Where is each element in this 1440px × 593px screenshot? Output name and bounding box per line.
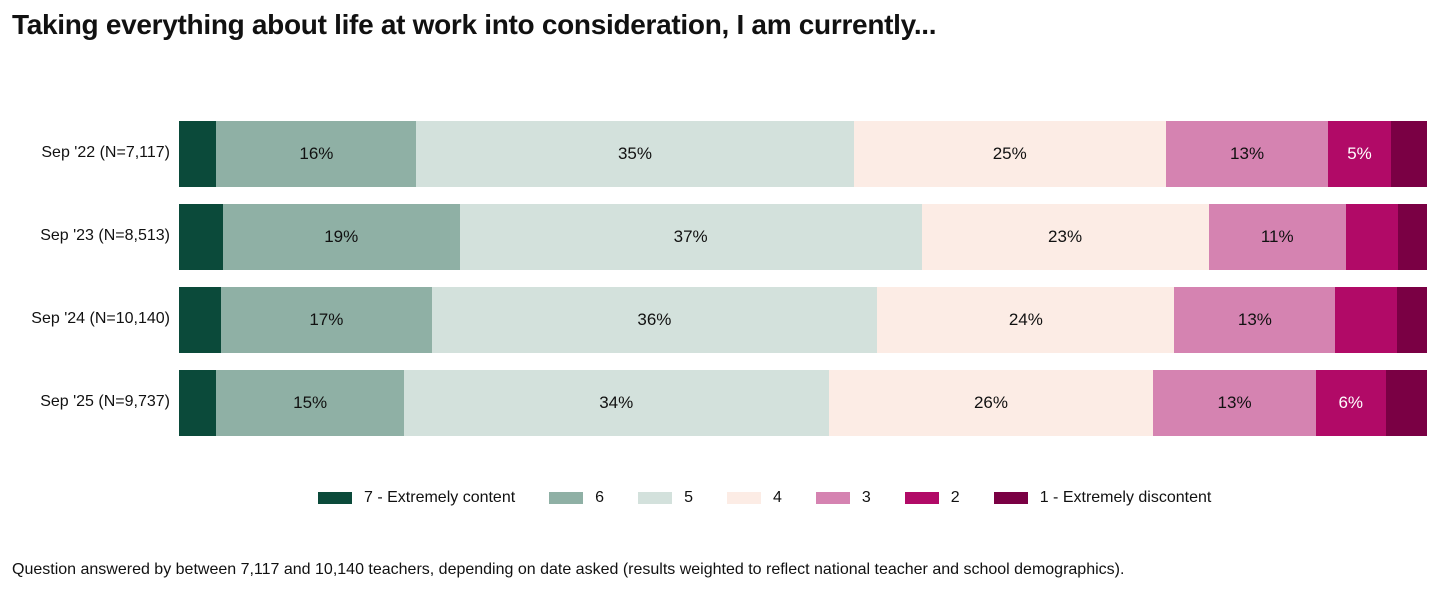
bar-segment: 34% [403, 370, 829, 436]
bar-segment: 15% [216, 370, 404, 436]
bar-segment: 17% [221, 287, 432, 353]
data-label: 24% [1008, 310, 1043, 329]
category-label: Sep '25 (N=9,737) [40, 393, 170, 410]
bar-segment: 16% [216, 121, 417, 187]
stacked-bar: 15% 34% 26% 13% 6% [179, 370, 1427, 436]
bar-segment [179, 121, 217, 187]
bar-segment: 37% [459, 204, 922, 270]
bar-segment: 5% [1328, 121, 1391, 187]
data-label: 13% [1230, 144, 1265, 163]
legend-item: 7 - Extremely content [318, 489, 515, 507]
legend-item: 2 [904, 489, 960, 507]
legend-label: 3 [861, 489, 871, 506]
chart-title: Taking everything about life at work int… [12, 9, 937, 40]
data-label: 25% [992, 144, 1027, 163]
bar-segment [179, 204, 223, 270]
legend-label: 1 - Extremely discontent [1039, 489, 1212, 506]
legend-label: 5 [684, 489, 693, 506]
bar-segment [1385, 370, 1427, 436]
data-label: 15% [293, 393, 328, 412]
category-label: Sep '23 (N=8,513) [40, 227, 170, 244]
stacked-bar: 16% 35% 25% 13% 5% [179, 121, 1427, 187]
legend-item: 4 [726, 489, 782, 507]
legend-label: 4 [772, 489, 782, 506]
bar-segment: 25% [853, 121, 1166, 187]
data-label: 19% [324, 227, 359, 246]
legend: 7 - Extremely content 6 5 4 3 2 1 - Extremely … [318, 489, 1211, 507]
bar-segment: 24% [877, 287, 1175, 353]
bar-segment: 11% [1208, 204, 1346, 270]
bar-segment [1390, 121, 1427, 187]
data-label: 35% [617, 144, 652, 163]
category-label: Sep '24 (N=10,140) [31, 310, 170, 327]
footnote: Question answered by between 7,117 and 1… [12, 561, 1125, 578]
legend-item: 5 [638, 489, 693, 507]
legend-item: 1 - Extremely discontent [993, 489, 1212, 507]
bar-segment: 13% [1153, 370, 1316, 436]
legend-label: 6 [595, 489, 605, 506]
legend-swatch [318, 492, 352, 504]
bar-segment: 19% [222, 204, 460, 270]
bar-segment: 13% [1174, 287, 1336, 353]
legend-item: 6 [549, 489, 604, 507]
bar-segment [1398, 204, 1427, 270]
legend-swatch [549, 492, 584, 504]
bar-segment [1345, 204, 1399, 270]
category-label: Sep '22 (N=7,117) [41, 144, 170, 161]
data-label: 5% [1347, 144, 1372, 163]
stacked-bar: 17% 36% 24% 13% [179, 287, 1427, 353]
legend-item: 3 [815, 489, 871, 507]
stacked-bar: 19% 37% 23% 11% [179, 204, 1427, 270]
data-label: 6% [1338, 393, 1364, 412]
bar-segment [179, 370, 217, 436]
bar-segment [179, 287, 222, 353]
data-label: 23% [1048, 227, 1083, 246]
data-label: 37% [673, 227, 708, 246]
legend-swatch [904, 492, 939, 504]
legend-label: 7 - Extremely content [364, 489, 516, 506]
data-label: 13% [1217, 393, 1252, 412]
legend-label: 2 [950, 489, 960, 506]
bar-segment: 23% [921, 204, 1209, 270]
data-label: 34% [599, 393, 634, 412]
data-label: 36% [637, 310, 672, 329]
legend-swatch [726, 492, 761, 504]
legend-swatch [815, 492, 850, 504]
bar-segment: 26% [828, 370, 1154, 436]
bar-segment [1335, 287, 1398, 353]
bar-segment [1397, 287, 1427, 353]
bar-segment: 13% [1165, 121, 1329, 187]
data-label: 16% [299, 144, 334, 163]
bar-segment: 6% [1315, 370, 1386, 436]
data-label: 17% [309, 310, 344, 329]
legend-swatch [638, 492, 673, 504]
bar-segment: 35% [416, 121, 854, 187]
data-label: 11% [1260, 227, 1294, 246]
legend-swatch [993, 492, 1028, 504]
data-label: 26% [973, 393, 1008, 412]
data-label: 13% [1237, 310, 1272, 329]
bar-segment: 36% [431, 287, 878, 353]
